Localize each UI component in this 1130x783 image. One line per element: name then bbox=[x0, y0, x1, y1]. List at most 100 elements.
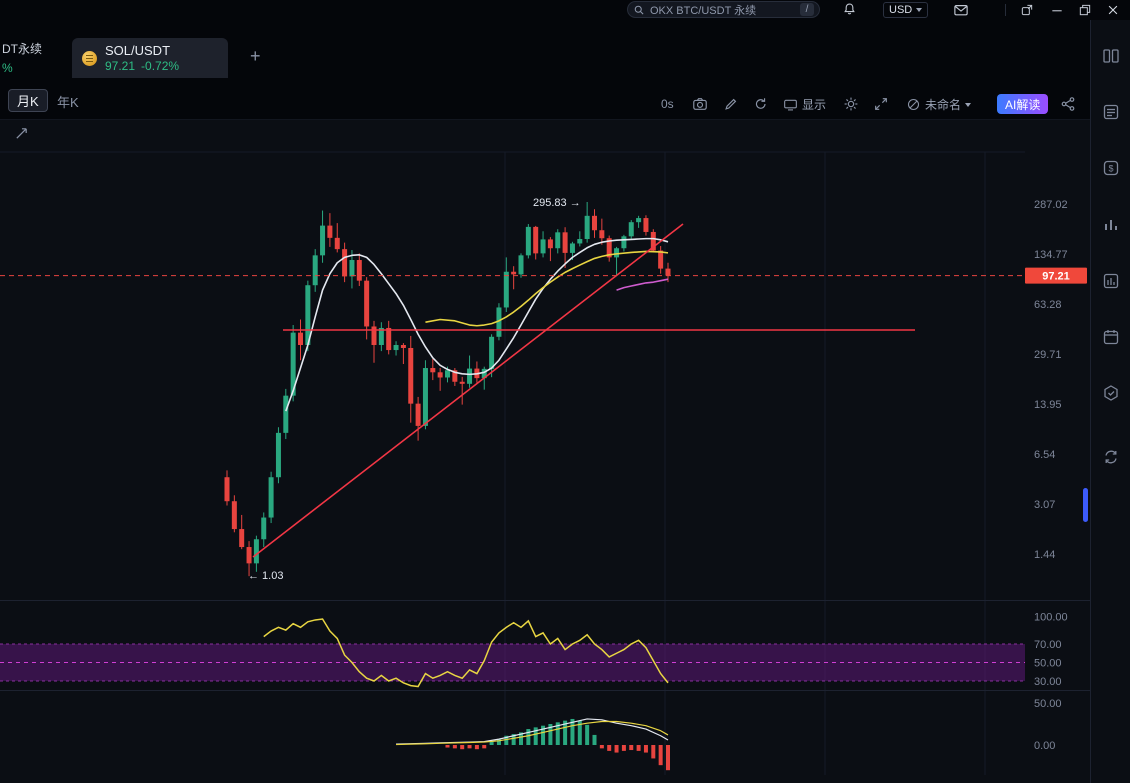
layout-template-dropdown[interactable]: 未命名 bbox=[906, 96, 972, 113]
currency-label: USD bbox=[889, 4, 913, 16]
monitor-icon bbox=[784, 99, 797, 111]
expand-icon bbox=[875, 98, 887, 110]
tab-symbol: SOL/USDT bbox=[105, 43, 171, 58]
price-axis[interactable]: 287.02 134.77 63.28 29.71 13.95 6.54 3.07 1.44 9… bbox=[1025, 199, 1087, 561]
svg-text:0.00: 0.00 bbox=[1034, 740, 1055, 752]
svg-text:100.00: 100.00 bbox=[1034, 611, 1068, 623]
sidebar-calendar-button[interactable] bbox=[1102, 328, 1120, 346]
search-input[interactable] bbox=[650, 3, 788, 16]
messages-button[interactable] bbox=[953, 3, 969, 17]
chart-settings-button[interactable] bbox=[843, 96, 859, 112]
minimize-icon bbox=[1052, 10, 1062, 12]
draw-tools-button[interactable] bbox=[723, 96, 739, 112]
interval-month-button[interactable]: 月K bbox=[8, 89, 48, 112]
interval-year-button[interactable]: 年K bbox=[57, 95, 79, 110]
currency-dropdown[interactable]: USD bbox=[883, 2, 929, 18]
sidebar-security-button[interactable] bbox=[1102, 384, 1120, 402]
price-annotation: ← 1.03 bbox=[248, 570, 283, 582]
tab-change: -0.72% bbox=[141, 59, 180, 73]
close-icon bbox=[1108, 5, 1118, 15]
slash-circle-icon bbox=[907, 98, 920, 111]
svg-text:$: $ bbox=[1108, 164, 1113, 174]
sidebar-layout-button[interactable] bbox=[1102, 47, 1120, 65]
share-icon bbox=[1061, 97, 1075, 111]
search-shortcut-badge: / bbox=[800, 3, 814, 16]
ai-analysis-button[interactable]: AI解读 bbox=[997, 94, 1049, 114]
display-settings-button[interactable]: 显示 bbox=[783, 96, 826, 113]
close-button[interactable] bbox=[1106, 3, 1120, 17]
chevron-down-icon bbox=[916, 8, 923, 12]
open-new-window-button[interactable] bbox=[1020, 3, 1034, 17]
tab-price: 97.21 bbox=[105, 59, 136, 73]
instrument-tabbar: DT永续 % SOL/USDT 97.21 -0.72% + bbox=[0, 20, 1130, 78]
titlebar-divider bbox=[1005, 4, 1006, 16]
sidebar-markets-button[interactable] bbox=[1102, 215, 1120, 233]
layout-name: 未命名 bbox=[925, 98, 962, 112]
circular-arrows-icon bbox=[1105, 450, 1117, 464]
chevron-down-icon bbox=[965, 102, 972, 107]
global-search[interactable]: / bbox=[627, 1, 820, 18]
pencil-icon bbox=[725, 98, 737, 110]
ma-line-magenta bbox=[616, 278, 669, 291]
gridlines bbox=[0, 151, 1090, 775]
notifications-button[interactable] bbox=[842, 2, 857, 17]
ma-line-white bbox=[285, 237, 669, 412]
partial-tab-change: % bbox=[2, 61, 13, 75]
screenshot-button[interactable] bbox=[692, 96, 708, 112]
sidebar-news-button[interactable] bbox=[1102, 103, 1120, 121]
svg-text:1.44: 1.44 bbox=[1034, 549, 1055, 561]
svg-text:30.00: 30.00 bbox=[1034, 676, 1062, 688]
svg-text:70.00: 70.00 bbox=[1034, 639, 1062, 651]
sol-coin-icon bbox=[82, 50, 97, 66]
svg-text:6.54: 6.54 bbox=[1034, 449, 1055, 461]
search-icon bbox=[634, 5, 644, 14]
sidebar-convert-button[interactable] bbox=[1102, 448, 1120, 466]
svg-text:50.00: 50.00 bbox=[1034, 698, 1062, 710]
svg-text:29.71: 29.71 bbox=[1034, 349, 1062, 361]
trendline-drawing[interactable] bbox=[252, 223, 684, 558]
macd-pane: 50.00 0.00 bbox=[445, 698, 1062, 771]
drawing-tool-cursor[interactable] bbox=[14, 126, 29, 141]
display-label: 显示 bbox=[802, 98, 827, 112]
svg-text:13.95: 13.95 bbox=[1034, 399, 1062, 411]
camera-icon bbox=[693, 98, 707, 110]
ma-line-yellow bbox=[425, 250, 669, 327]
svg-text:50.00: 50.00 bbox=[1034, 658, 1062, 670]
chart-toolbar: 月K 年K 0s 显示 未命名 AI解读 bbox=[0, 78, 1090, 120]
rsi-pane: 100.00 70.00 50.00 30.00 bbox=[0, 611, 1068, 688]
bell-icon bbox=[844, 3, 855, 15]
fullscreen-button[interactable] bbox=[873, 96, 889, 112]
restore-icon bbox=[1079, 4, 1091, 16]
new-window-icon bbox=[1021, 4, 1033, 16]
svg-text:97.21: 97.21 bbox=[1042, 271, 1070, 283]
macd-signal-line bbox=[396, 720, 669, 746]
tab-btc-usdt-partial[interactable]: DT永续 % bbox=[2, 40, 42, 78]
sidebar-depth-button[interactable] bbox=[1102, 272, 1120, 290]
replay-button[interactable] bbox=[753, 96, 769, 112]
svg-text:287.02: 287.02 bbox=[1034, 199, 1068, 211]
add-tab-button[interactable]: + bbox=[250, 46, 261, 66]
sidebar-assets-button[interactable]: $ bbox=[1102, 159, 1120, 177]
envelope-icon bbox=[954, 5, 968, 16]
svg-text:3.07: 3.07 bbox=[1034, 499, 1055, 511]
replay-icon bbox=[755, 98, 766, 109]
rsi-line bbox=[263, 618, 669, 688]
document-list-icon bbox=[1103, 104, 1119, 120]
minimize-button[interactable] bbox=[1050, 3, 1064, 17]
last-price-tag bbox=[1025, 267, 1087, 284]
calendar-icon bbox=[1103, 330, 1119, 345]
tab-sol-usdt[interactable]: SOL/USDT 97.21 -0.72% bbox=[72, 38, 228, 78]
chart-canvas[interactable]: 100.00 70.00 50.00 30.00 295.83 → ← 1.03 287.0… bbox=[0, 120, 1090, 783]
chart-area: 100.00 70.00 50.00 30.00 295.83 → ← 1.03 287.0… bbox=[0, 120, 1090, 783]
restore-button[interactable] bbox=[1078, 3, 1092, 17]
hexagon-check-icon bbox=[1104, 385, 1118, 401]
window-titlebar: / USD bbox=[0, 0, 1130, 20]
candlestick-series bbox=[224, 202, 671, 577]
axis-scrollbar-thumb[interactable] bbox=[1083, 488, 1088, 522]
gear-icon bbox=[844, 97, 858, 111]
histogram-panel-icon bbox=[1103, 273, 1119, 289]
share-button[interactable] bbox=[1060, 96, 1076, 112]
dollar-square-icon: $ bbox=[1103, 160, 1119, 176]
svg-text:134.77: 134.77 bbox=[1034, 249, 1068, 261]
